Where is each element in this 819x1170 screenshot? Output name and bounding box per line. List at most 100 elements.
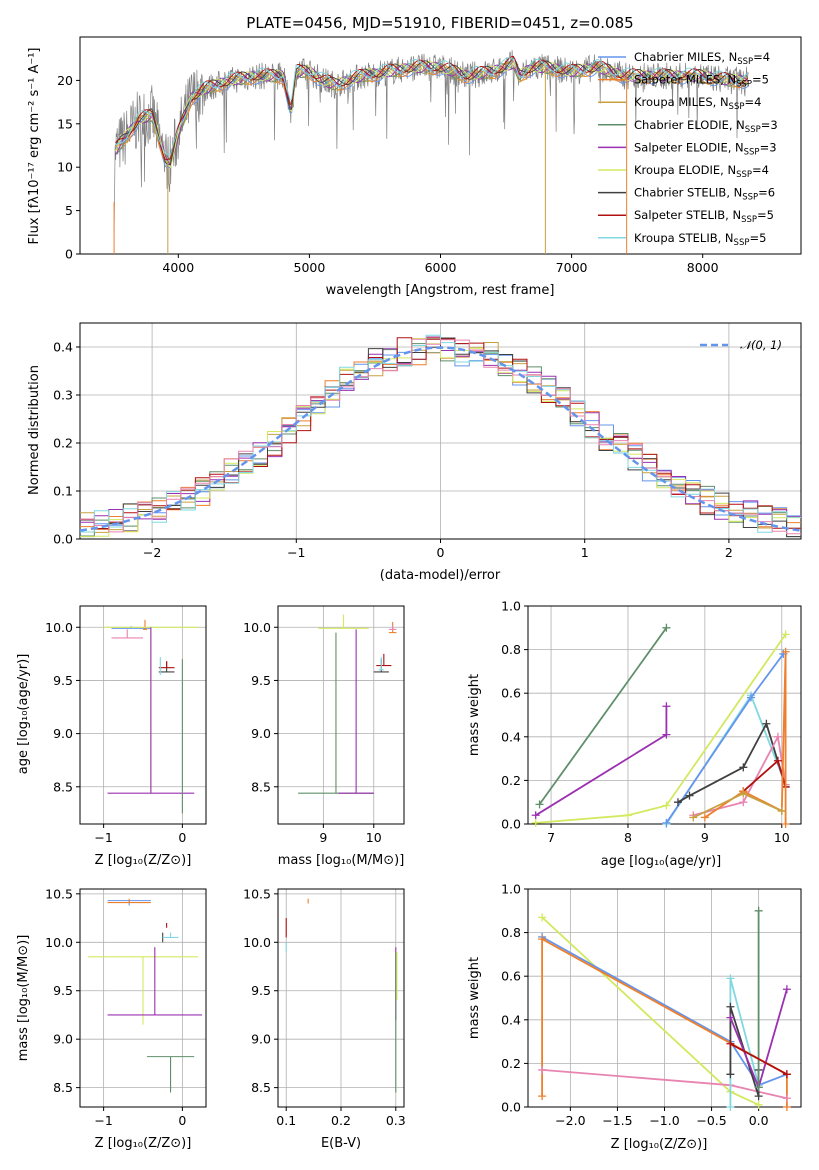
weight-vs-z-plot-area: −2.0 −1.5 −1.0 −0.5 0.0 0.0 0.2 0.4 0.6 0.8 1.0	[501, 882, 802, 1128]
y-tick-label: 0.2	[501, 773, 521, 788]
weight-series-line	[535, 706, 668, 817]
x-tick-label: 0.1	[276, 1113, 296, 1128]
weight-series-line	[729, 1043, 788, 1076]
weight-point-marker	[685, 791, 694, 800]
weight-series-line	[538, 627, 668, 805]
weight-point-marker	[531, 818, 540, 827]
y-tick-label: 0.6	[501, 686, 521, 701]
weight-point-marker	[538, 935, 547, 944]
weight-vs-age-plot-area: 7 8 9 10 0.0 0.2 0.4 0.6 0.8 1.0	[501, 599, 802, 845]
mass-vs-z-panel: −1 0 8.5 9.0 9.5 10.0 10.5 Z [log₁₀(Z/Z⊙)] mas…	[16, 886, 207, 1151]
weight-point-marker	[747, 693, 756, 702]
spectrum-model-line	[114, 61, 749, 169]
x-tick-label: 0.3	[386, 1113, 406, 1128]
weight-point-marker	[535, 800, 544, 809]
weight-point-marker	[754, 1083, 763, 1092]
weight-point-marker	[726, 1002, 735, 1011]
residuals-x-axis-label: (data-model)/error	[380, 568, 501, 583]
y-tick-label: 15	[57, 116, 73, 131]
x-tick-label: 7000	[556, 260, 588, 275]
legend-label: Kroupa ELODIE, NSSP=4	[634, 163, 769, 180]
x-tick-label: 8	[624, 830, 632, 845]
y-tick-label: 0.1	[53, 484, 73, 499]
spectrum-y-axis-label: Flux [fλ10⁻¹⁷ erg cm⁻² s⁻¹ A⁻¹]	[27, 48, 42, 245]
y-tick-label: 9.0	[53, 726, 73, 741]
spectrum-x-axis-label: wavelength [Angstrom, rest frame]	[326, 283, 555, 298]
y-tick-label: 9.5	[251, 673, 271, 688]
weight-point-marker	[777, 806, 786, 815]
y-tick-label: 9.5	[53, 673, 73, 688]
chart-title: PLATE=0456, MJD=51910, FIBERID=0451, z=0…	[246, 14, 633, 32]
weight-series-line	[535, 633, 787, 824]
y-tick-label: 10.0	[45, 620, 73, 635]
residuals-legend: 𝒩(0, 1)	[700, 338, 782, 352]
spectrum-model-line	[115, 62, 749, 163]
weight-point-marker	[762, 719, 771, 728]
x-tick-label: 10	[366, 830, 382, 845]
weight-point-marker	[662, 730, 671, 739]
y-tick-label: 8.5	[251, 1080, 271, 1095]
residuals-panel: −2 −1 0 1 2 0.0 0.1 0.2 0.3 0.4 (data-model)/erro…	[27, 322, 802, 583]
mass-vs-ebv-x-axis-label: E(B-V)	[321, 1136, 361, 1151]
residuals-y-axis-label: Normed distribution	[27, 365, 42, 495]
weight-point-marker	[726, 1103, 735, 1111]
weight-point-marker	[538, 1065, 547, 1074]
mass-vs-ebv-panel: 0.1 0.2 0.3 8.5 9.0 9.5 10.0 10.5 E(B-V)	[243, 886, 406, 1151]
y-tick-label: 20	[57, 73, 73, 88]
y-tick-label: 0.4	[53, 340, 73, 355]
age-vs-z-y-axis-label: age [log₁₀(age/yr)]	[16, 654, 31, 775]
x-tick-label: −1	[94, 1113, 112, 1128]
x-tick-label: 2	[725, 545, 733, 560]
x-tick-label: 0	[178, 830, 186, 845]
weight-series-line	[541, 937, 788, 1107]
x-tick-label: 0.0	[749, 1113, 769, 1128]
y-tick-label: 0.4	[501, 729, 521, 744]
y-tick-label: 10.0	[243, 620, 271, 635]
mass-vs-z-x-axis-label: Z [log₁₀(Z/Z⊙)]	[95, 1136, 192, 1151]
weight-series-line	[742, 759, 787, 792]
weight-point-marker	[781, 647, 790, 656]
x-tick-label: −1.5	[602, 1113, 632, 1128]
weight-point-marker	[782, 1103, 791, 1111]
weight-point-marker	[781, 820, 790, 828]
weight-point-marker	[773, 732, 782, 741]
weight-point-marker	[531, 811, 540, 820]
weight-point-marker	[726, 1039, 735, 1048]
y-tick-label: 9.0	[53, 1032, 73, 1047]
x-tick-label: 0	[437, 545, 445, 560]
y-tick-label: 10.5	[45, 886, 73, 901]
x-tick-label: 0	[178, 1113, 186, 1128]
age-vs-mass-plot-area: 9 10 8.5 9.0 9.5 10.0	[243, 605, 405, 845]
y-tick-label: 8.5	[251, 779, 271, 794]
x-tick-label: −1.0	[649, 1113, 679, 1128]
age-vs-z-plot-area: −1 0 8.5 9.0 9.5 10.0	[45, 605, 207, 845]
weight-point-marker	[726, 1013, 735, 1022]
weight-series-line	[665, 653, 785, 824]
x-tick-label: 4000	[162, 260, 194, 275]
x-tick-label: −1	[94, 830, 112, 845]
y-tick-label: 0.4	[501, 1012, 521, 1027]
weight-point-marker	[773, 756, 782, 765]
y-tick-label: 10	[57, 160, 73, 175]
spectrum-model-line	[115, 55, 749, 161]
y-tick-label: 0.8	[501, 642, 521, 657]
weight-series-line	[677, 721, 787, 803]
y-tick-label: 0.0	[53, 532, 73, 547]
spectrum-model-line	[115, 57, 749, 156]
weight-point-marker	[673, 798, 682, 807]
residuals-plot-area: −2 −1 0 1 2 0.0 0.1 0.2 0.3 0.4	[53, 322, 802, 560]
y-tick-label: 1.0	[501, 599, 521, 614]
y-tick-label: 9.5	[53, 983, 73, 998]
spectrum-model-line	[115, 61, 748, 160]
x-tick-label: −1	[287, 545, 305, 560]
legend-label: Salpeter ELODIE, NSSP=3	[634, 140, 777, 157]
spectrum-model-line	[115, 60, 749, 168]
legend-label: Chabrier ELODIE, NSSP=3	[634, 118, 778, 135]
weight-point-marker	[662, 702, 671, 711]
histogram-series	[80, 338, 801, 535]
y-tick-label: 0.6	[501, 969, 521, 984]
x-tick-label: −2.0	[555, 1113, 585, 1128]
legend-label: Salpeter MILES, NSSP=5	[634, 73, 769, 90]
histogram-series	[80, 334, 801, 533]
